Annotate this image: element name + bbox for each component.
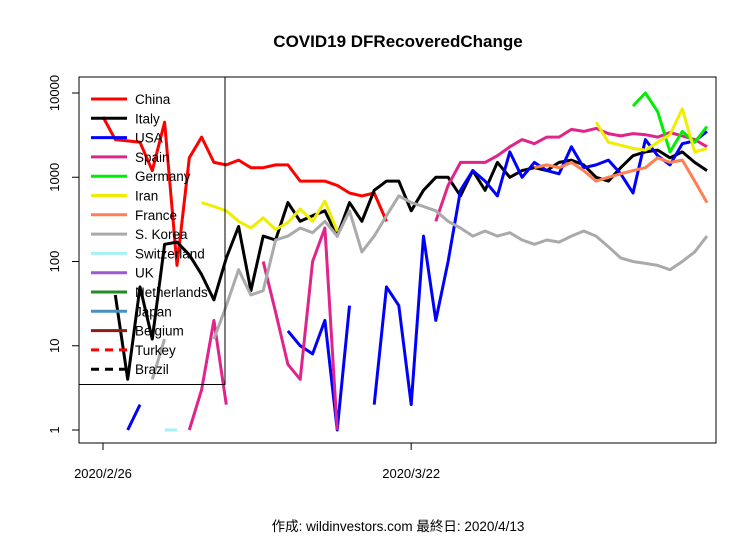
legend: China Italy USA Spain Germany Iran France S. Ko… [78,76,226,385]
series-line-spain [434,126,708,222]
series-line-s-korea [212,194,709,340]
y-axis: 1 10 100 1000 10000 [47,75,80,434]
legend-label: Brazil [135,362,169,377]
series-line-france [534,156,709,204]
legend-label: Spain [135,150,170,165]
series-line-iran [594,107,708,154]
series-line-spain [261,226,339,431]
legend-label: Italy [135,111,160,126]
legend-label: UK [135,266,154,281]
x-axis: 2020/2/26 2020/3/22 [74,442,440,481]
y-tick-label: 100 [47,251,62,273]
series-line-s-korea [150,338,167,380]
legend-label: Germany [135,169,191,184]
series-line-germany [631,91,709,154]
legend-label: Japan [135,304,172,319]
series-layer [101,91,709,432]
series-line-usa [126,403,142,431]
legend-label: Iran [135,189,158,204]
chart-title: COVID19 DFRecoveredChange [273,32,522,51]
legend-label: Switzerland [135,246,205,261]
y-tick-label: 10000 [47,75,62,111]
legend-label: Netherlands [135,285,208,300]
legend-box [78,76,226,385]
legend-label: France [135,208,177,223]
series-line-china [101,116,388,267]
legend-label: China [135,92,171,107]
series-line-usa [286,305,351,432]
legend-label: Turkey [135,343,176,358]
legend-label: S. Korea [135,227,188,242]
legend-label: USA [135,131,163,146]
x-tick-label: 2020/3/22 [382,466,440,481]
series-line-iran [201,199,339,232]
series-line-usa [372,130,708,407]
y-tick-label: 1 [47,426,62,433]
series-line-italy [113,148,708,381]
series-line-spain [187,318,228,431]
y-tick-label: 10 [47,339,62,353]
legend-label: Belgium [135,324,184,339]
y-tick-label: 1000 [47,163,62,192]
x-tick-label: 2020/2/26 [74,466,132,481]
chart-caption: 作成: wildinvestors.com 最終日: 2020/4/13 [272,519,525,534]
